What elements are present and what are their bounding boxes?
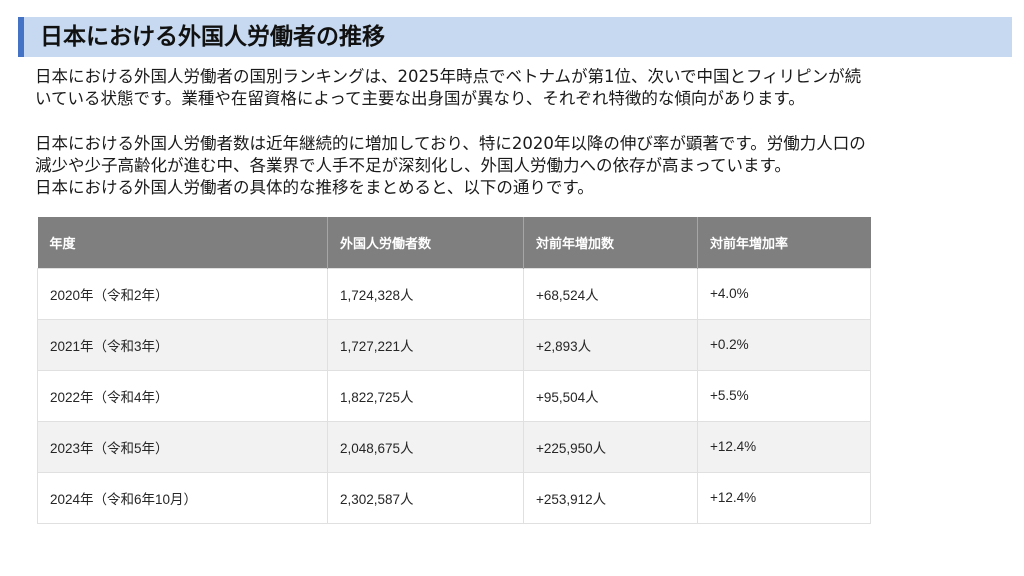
intro-paragraph: 日本における外国人労働者の国別ランキングは、2025年時点でベトナムが第1位、次… [35, 66, 1000, 110]
cell-year: 2020年（令和2年） [37, 267, 328, 320]
cell-year: 2024年（令和6年10月） [37, 471, 328, 524]
cell-worker-count: 1,822,725人 [327, 369, 524, 422]
header-yoy-increase: 対前年増加数 [523, 217, 698, 268]
cell-yoy-rate: +12.4% [697, 471, 871, 524]
header-year: 年度 [37, 217, 328, 268]
cell-yoy-rate: +0.2% [697, 318, 871, 371]
paragraph-line: いている状態です。業種や在留資格によって主要な出身国が異なり、それぞれ特徴的な傾… [35, 89, 805, 108]
title-bar: 日本における外国人労働者の推移 [18, 17, 1012, 57]
cell-yoy-rate: +5.5% [697, 369, 871, 422]
cell-yoy-rate: +12.4% [697, 420, 871, 473]
table-row: 2023年（令和5年） 2,048,675人 +225,950人 +12.4% [37, 420, 871, 473]
paragraph-line: 日本における外国人労働者数は近年継続的に増加しており、特に2020年以降の伸び率… [35, 134, 866, 153]
cell-worker-count: 1,727,221人 [327, 318, 524, 371]
header-yoy-rate: 対前年増加率 [697, 217, 871, 268]
table-row: 2022年（令和4年） 1,822,725人 +95,504人 +5.5% [37, 369, 871, 422]
cell-worker-count: 2,048,675人 [327, 420, 524, 473]
paragraph-line: 日本における外国人労働者の国別ランキングは、2025年時点でベトナムが第1位、次… [35, 67, 862, 86]
header-worker-count: 外国人労働者数 [327, 217, 524, 268]
table-row: 2020年（令和2年） 1,724,328人 +68,524人 +4.0% [37, 267, 871, 320]
cell-yoy-rate: +4.0% [697, 267, 871, 320]
cell-yoy-increase: +225,950人 [523, 420, 698, 473]
page-title: 日本における外国人労働者の推移 [40, 24, 385, 50]
cell-yoy-increase: +253,912人 [523, 471, 698, 524]
table-row: 2021年（令和3年） 1,727,221人 +2,893人 +0.2% [37, 318, 871, 371]
cell-year: 2022年（令和4年） [37, 369, 328, 422]
cell-year: 2023年（令和5年） [37, 420, 328, 473]
table-row: 2024年（令和6年10月） 2,302,587人 +253,912人 +12.… [37, 471, 871, 524]
foreign-workers-table: 年度 外国人労働者数 対前年増加数 対前年増加率 2020年（令和2年） 1,7… [37, 217, 871, 524]
cell-worker-count: 1,724,328人 [327, 267, 524, 320]
cell-yoy-increase: +68,524人 [523, 267, 698, 320]
cell-yoy-increase: +95,504人 [523, 369, 698, 422]
paragraph-line: 減少や少子高齢化が進む中、各業界で人手不足が深刻化し、外国人労働力への依存が高ま… [35, 156, 791, 175]
table-header-row: 年度 外国人労働者数 対前年増加数 対前年増加率 [37, 217, 871, 268]
trend-paragraph: 日本における外国人労働者数は近年継続的に増加しており、特に2020年以降の伸び率… [35, 133, 1000, 199]
cell-worker-count: 2,302,587人 [327, 471, 524, 524]
paragraph-line: 日本における外国人労働者の具体的な推移をまとめると、以下の通りです。 [35, 178, 594, 197]
cell-yoy-increase: +2,893人 [523, 318, 698, 371]
cell-year: 2021年（令和3年） [37, 318, 328, 371]
